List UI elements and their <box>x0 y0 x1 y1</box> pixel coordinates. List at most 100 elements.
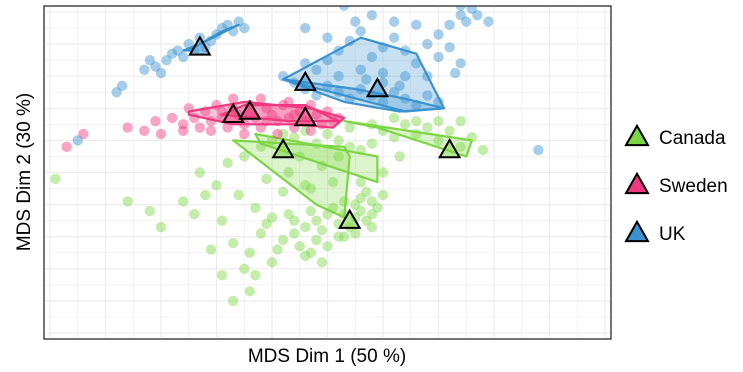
scatter-point-uk <box>344 35 355 47</box>
scatter-point-canada <box>394 151 405 162</box>
scatter-point-canada <box>244 286 255 297</box>
legend-label-canada: Canada <box>659 128 726 149</box>
scatter-point-canada <box>350 199 361 210</box>
scatter-point-canada <box>338 231 350 242</box>
scatter-point-canada <box>411 115 422 127</box>
scatter-point-sweden <box>255 122 267 133</box>
scatter-point-sweden <box>277 99 289 111</box>
scatter-point-canada <box>377 125 389 136</box>
scatter-point-uk <box>366 10 378 21</box>
scatter-point-uk <box>333 45 344 56</box>
scatter-point-canada <box>311 234 322 246</box>
scatter-point-sweden <box>178 125 189 136</box>
scatter-point-canada <box>222 157 233 169</box>
scatter-point-uk <box>322 32 333 43</box>
scatter-point-uk <box>400 45 411 56</box>
scatter-point-canada <box>250 202 261 214</box>
scatter-point-sweden <box>205 125 217 136</box>
scatter-point-uk <box>400 71 411 82</box>
scatter-point-uk <box>377 96 389 108</box>
scatter-point-sweden <box>255 93 267 104</box>
scatter-point-canada <box>255 141 267 153</box>
scatter-point-uk <box>116 80 128 92</box>
scatter-point-uk <box>422 38 433 50</box>
scatter-point-canada <box>316 225 328 236</box>
scatter-point-canada <box>261 218 272 230</box>
scatter-point-canada <box>50 173 61 185</box>
centroid-markers <box>188 35 462 229</box>
hull-uk <box>282 78 446 113</box>
scatter-point-sweden <box>178 119 189 130</box>
scatter-point-canada <box>433 135 444 146</box>
scatter-point-canada <box>433 115 444 127</box>
scatter-point-canada <box>455 141 466 153</box>
scatter-point-sweden <box>266 109 278 120</box>
scatter-point-canada <box>377 167 389 178</box>
scatter-point-uk <box>300 22 311 34</box>
scatter-point-canada <box>311 215 322 226</box>
centroid-marker-uk <box>293 70 317 91</box>
scatter-point-canada <box>444 125 455 136</box>
scatter-point-canada <box>305 183 317 194</box>
scatter-point-canada <box>366 138 378 149</box>
scatter-point-uk <box>388 16 400 27</box>
scatter-point-canada <box>311 138 322 149</box>
scatter-point-canada <box>355 192 366 204</box>
scatter-point-canada <box>477 144 489 156</box>
scatter-point-canada <box>322 209 333 220</box>
centroid-marker-canada <box>437 137 462 159</box>
scatter-point-canada <box>261 173 272 185</box>
scatter-point-uk <box>377 42 389 53</box>
scatter-point-canada <box>366 209 378 220</box>
scatter-point-canada <box>155 221 167 233</box>
scatter-points <box>50 6 544 307</box>
scatter-point-canada <box>366 119 378 130</box>
scatter-point-canada <box>300 125 311 136</box>
scatter-point-canada <box>372 202 383 214</box>
scatter-point-canada <box>178 196 189 207</box>
scatter-point-canada <box>388 131 400 143</box>
scatter-point-uk <box>455 6 466 11</box>
scatter-point-uk <box>172 45 183 56</box>
scatter-point-canada <box>422 122 433 133</box>
scatter-point-uk <box>72 135 83 146</box>
scatter-point-sweden <box>227 93 239 104</box>
scatter-point-sweden <box>311 109 322 120</box>
scatter-point-uk <box>222 19 233 31</box>
scatter-point-uk <box>338 6 350 11</box>
scatter-point-uk <box>411 58 422 69</box>
scatter-point-canada <box>305 205 317 217</box>
hull-canada <box>232 139 351 219</box>
scatter-point-canada <box>239 151 250 162</box>
legend-key-sweden <box>624 171 650 195</box>
hull-uk <box>282 36 446 113</box>
scatter-point-uk <box>277 71 289 82</box>
scatter-point-uk <box>227 26 239 37</box>
scatter-point-uk <box>472 10 483 21</box>
scatter-point-canada <box>194 167 206 178</box>
scatter-point-canada <box>316 257 328 268</box>
centroid-marker-sweden <box>238 99 262 120</box>
centroid-marker-uk <box>188 35 212 56</box>
x-axis-title: MDS Dim 1 (50 %) <box>248 346 406 367</box>
scatter-point-uk <box>455 58 466 69</box>
scatter-point-canada <box>239 263 250 274</box>
scatter-point-uk <box>400 93 411 104</box>
scatter-point-uk <box>377 67 389 79</box>
scatter-point-sweden <box>261 103 272 114</box>
scatter-point-canada <box>327 202 339 214</box>
scatter-point-canada <box>300 250 311 262</box>
scatter-point-sweden <box>261 115 272 127</box>
scatter-point-uk <box>150 61 161 72</box>
scatter-point-sweden <box>205 115 217 127</box>
scatter-point-uk <box>333 87 344 98</box>
scatter-point-canada <box>355 176 366 188</box>
scatter-point-uk <box>394 80 405 92</box>
scatter-point-uk <box>411 19 422 31</box>
scatter-point-canada <box>455 115 466 127</box>
scatter-point-uk <box>449 67 461 79</box>
scatter-point-sweden <box>239 128 250 140</box>
scatter-point-canada <box>189 209 200 220</box>
scatter-point-sweden <box>200 106 211 117</box>
